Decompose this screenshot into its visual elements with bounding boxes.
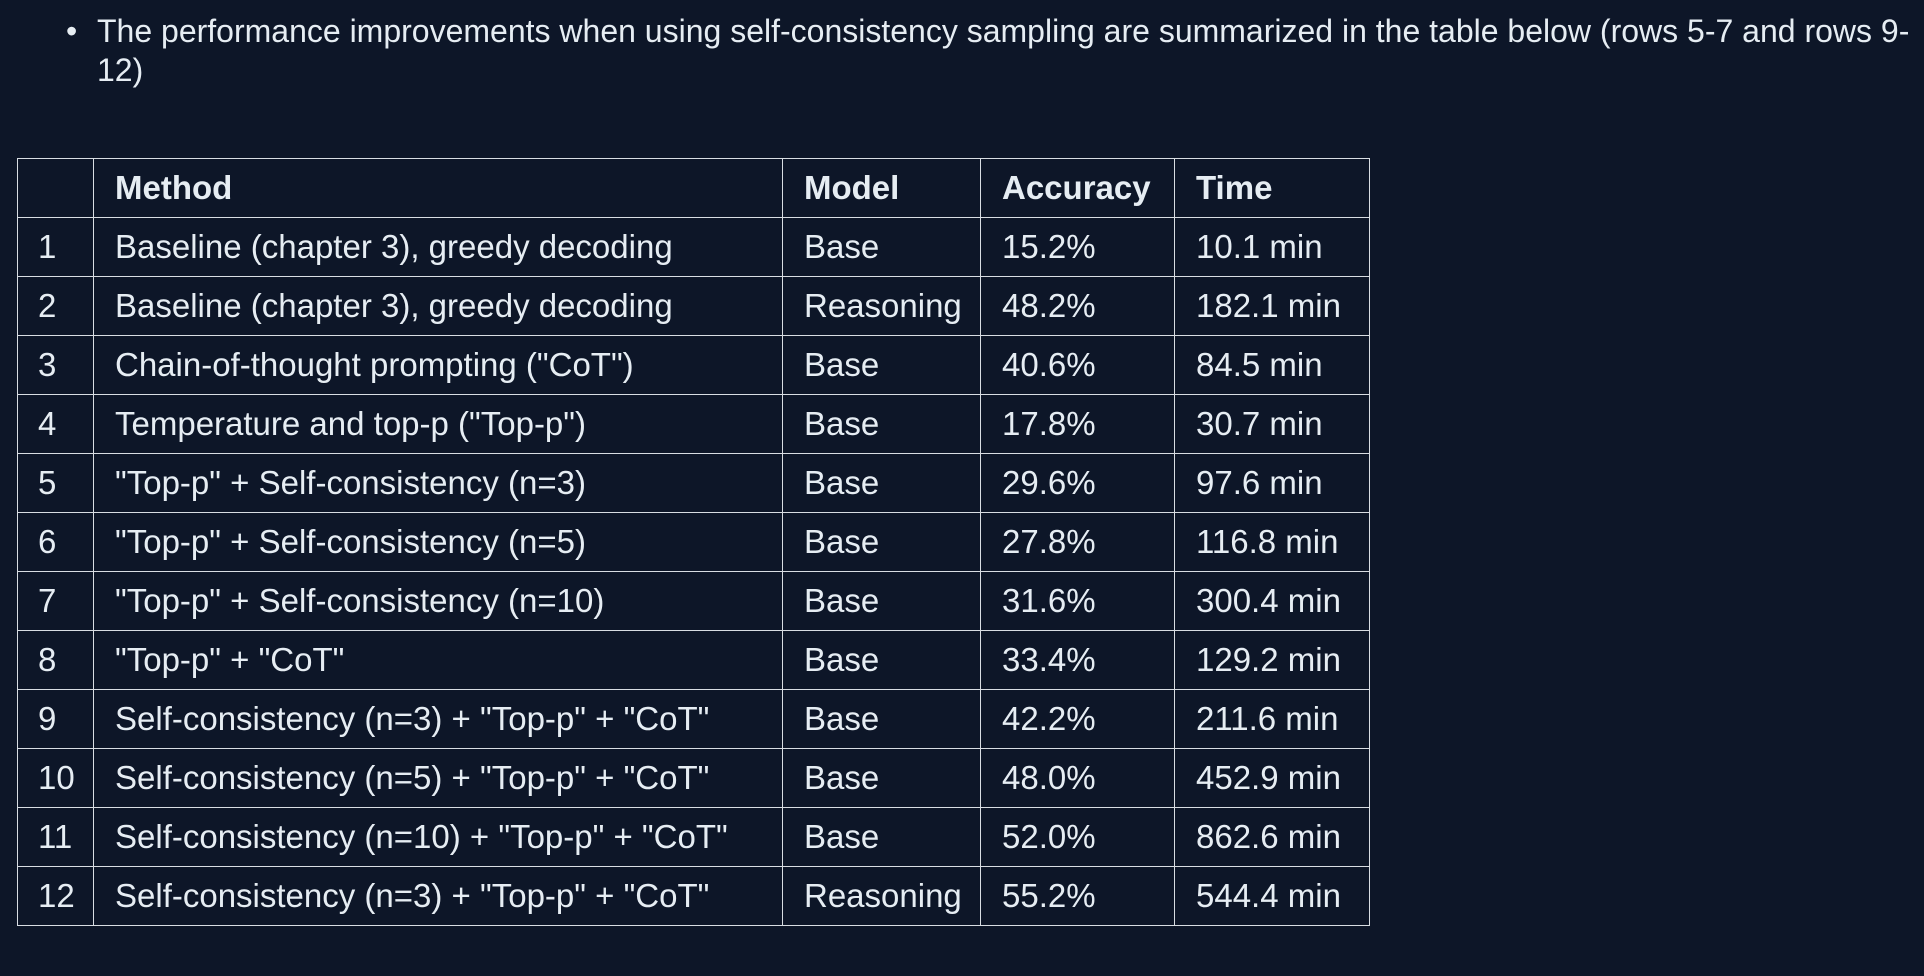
row-number: 12: [17, 866, 94, 926]
table-row: 2 Baseline (chapter 3), greedy decoding Re…: [17, 276, 1370, 336]
table-row: 1 Baseline (chapter 3), greedy decoding Ba…: [17, 217, 1370, 277]
row-number: 5: [17, 453, 94, 513]
results-table: Method Model Accuracy Time 1 Baseline (chapt…: [17, 158, 1370, 926]
table-cell: 31.6%: [980, 571, 1175, 631]
table-cell: "Top-p" + Self-consistency (n=5): [93, 512, 783, 572]
table-cell: Base: [782, 807, 981, 867]
table-cell: 52.0%: [980, 807, 1175, 867]
table-cell: 211.6 min: [1174, 689, 1370, 749]
table-row: 10 Self-consistency (n=5) + "Top-p" + "Co…: [17, 748, 1370, 808]
row-number: 9: [17, 689, 94, 749]
table-row: 5 "Top-p" + Self-consistency (n=3) Base 29.…: [17, 453, 1370, 513]
row-number: 4: [17, 394, 94, 454]
table-cell: Base: [782, 748, 981, 808]
table-cell: Reasoning: [782, 276, 981, 336]
header-cell: Accuracy: [980, 158, 1175, 218]
table-cell: 27.8%: [980, 512, 1175, 572]
table-cell: 40.6%: [980, 335, 1175, 395]
table-row: 8 "Top-p" + "CoT" Base 33.4% 129.2 min: [17, 630, 1370, 690]
row-number: 7: [17, 571, 94, 631]
table-cell: 48.0%: [980, 748, 1175, 808]
table-cell: 10.1 min: [1174, 217, 1370, 277]
table-row: 3 Chain-of-thought prompting ("CoT") Base 4…: [17, 335, 1370, 395]
table-cell: 55.2%: [980, 866, 1175, 926]
table-cell: 182.1 min: [1174, 276, 1370, 336]
table-cell: Chain-of-thought prompting ("CoT"): [93, 335, 783, 395]
table-row: 6 "Top-p" + Self-consistency (n=5) Base 27.…: [17, 512, 1370, 572]
table-cell: Base: [782, 335, 981, 395]
table-row: 12 Self-consistency (n=3) + "Top-p" + "Co…: [17, 866, 1370, 926]
row-number: 11: [17, 807, 94, 867]
table-row: 4 Temperature and top-p ("Top-p") Base 17.8…: [17, 394, 1370, 454]
header-cell: Time: [1174, 158, 1370, 218]
row-number: 10: [17, 748, 94, 808]
table-cell: 116.8 min: [1174, 512, 1370, 572]
table-cell: 862.6 min: [1174, 807, 1370, 867]
table-cell: 300.4 min: [1174, 571, 1370, 631]
table-cell: 84.5 min: [1174, 335, 1370, 395]
table-cell: Self-consistency (n=10) + "Top-p" + "CoT…: [93, 807, 783, 867]
table-cell: 452.9 min: [1174, 748, 1370, 808]
table-cell: "Top-p" + "CoT": [93, 630, 783, 690]
table-cell: 29.6%: [980, 453, 1175, 513]
table-cell: Base: [782, 217, 981, 277]
table-cell: 30.7 min: [1174, 394, 1370, 454]
table-cell: 129.2 min: [1174, 630, 1370, 690]
table-cell: 42.2%: [980, 689, 1175, 749]
header-cell: Model: [782, 158, 981, 218]
table-cell: "Top-p" + Self-consistency (n=3): [93, 453, 783, 513]
header-cell: Method: [93, 158, 783, 218]
row-number: 8: [17, 630, 94, 690]
table-cell: 33.4%: [980, 630, 1175, 690]
table-cell: 15.2%: [980, 217, 1175, 277]
table-cell: Base: [782, 512, 981, 572]
table-cell: 48.2%: [980, 276, 1175, 336]
row-number: 3: [17, 335, 94, 395]
table-cell: 17.8%: [980, 394, 1175, 454]
table-cell: Self-consistency (n=3) + "Top-p" + "CoT": [93, 689, 783, 749]
header-cell: [17, 158, 94, 218]
header-row: Method Model Accuracy Time: [17, 158, 1370, 218]
table-cell: Self-consistency (n=3) + "Top-p" + "CoT": [93, 866, 783, 926]
table-cell: Baseline (chapter 3), greedy decoding: [93, 276, 783, 336]
table-cell: Base: [782, 394, 981, 454]
row-number: 2: [17, 276, 94, 336]
row-number: 6: [17, 512, 94, 572]
table-cell: "Top-p" + Self-consistency (n=10): [93, 571, 783, 631]
table-row: 9 Self-consistency (n=3) + "Top-p" + "CoT…: [17, 689, 1370, 749]
row-number: 1: [17, 217, 94, 277]
table-row: 7 "Top-p" + Self-consistency (n=10) Base 31…: [17, 571, 1370, 631]
bullet-text: The performance improvements when using …: [97, 13, 1910, 88]
table-cell: Base: [782, 453, 981, 513]
table-cell: 544.4 min: [1174, 866, 1370, 926]
table-cell: 97.6 min: [1174, 453, 1370, 513]
table-cell: Self-consistency (n=5) + "Top-p" + "CoT": [93, 748, 783, 808]
table-cell: Temperature and top-p ("Top-p"): [93, 394, 783, 454]
bullet-dot: •: [66, 13, 78, 49]
table-cell: Baseline (chapter 3), greedy decoding: [93, 217, 783, 277]
table-cell: Base: [782, 689, 981, 749]
table-cell: Reasoning: [782, 866, 981, 926]
table-row: 11 Self-consistency (n=10) + "Top-p" + "C…: [17, 807, 1370, 867]
table-cell: Base: [782, 571, 981, 631]
table-cell: Base: [782, 630, 981, 690]
